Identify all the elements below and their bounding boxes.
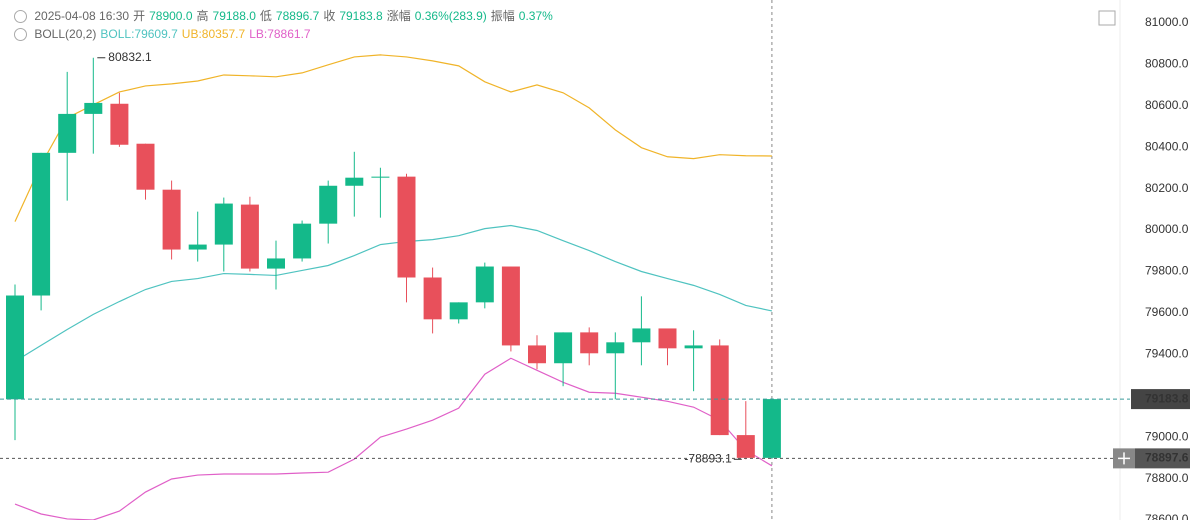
price-tag-label: 79183.8 — [1145, 391, 1189, 405]
candle-body — [684, 345, 703, 349]
y-tick-label: 79600.0 — [1145, 305, 1189, 319]
candle-body — [762, 399, 781, 458]
candle-body — [110, 103, 129, 145]
indicator-row: BOLL(20,2) BOLL:79609.7 UB:80357.7 LB:78861… — [14, 25, 561, 43]
ohlc-label: 高 — [196, 9, 209, 23]
ohlc-label: 收 — [323, 9, 336, 23]
candle-body — [267, 258, 285, 269]
boll-line — [14, 357, 773, 520]
y-tick-label: 79000.0 — [1145, 429, 1189, 443]
ohlc-label: 涨幅 — [386, 9, 411, 23]
price-tag — [1131, 389, 1190, 410]
boll-line — [14, 224, 773, 362]
candle-body — [214, 203, 233, 245]
ohlc-label: 低 — [259, 9, 272, 23]
candle-body — [84, 102, 103, 114]
crosshair-label: 78897.6 — [1145, 451, 1189, 465]
ohlc-value: 78900.0 — [149, 9, 193, 23]
candle-body — [345, 177, 364, 186]
legend-entry: BOLL:79609.7 — [100, 27, 178, 41]
y-tick-label: 80400.0 — [1145, 139, 1189, 153]
candle-body — [475, 266, 494, 303]
ohlc-label: 开 — [133, 9, 146, 23]
candle-body — [32, 152, 51, 296]
candle-body — [136, 143, 155, 190]
candle-body — [58, 113, 77, 153]
ohlc-value: 79183.8 — [339, 9, 383, 23]
candle-body — [188, 244, 207, 250]
candle-body — [580, 332, 599, 354]
candle-body — [528, 345, 546, 364]
y-tick-label: 80600.0 — [1145, 98, 1189, 112]
y-tick-label: 81000.0 — [1145, 15, 1189, 29]
candle-body — [710, 345, 729, 436]
ohlc: 开 78900.0 高 79188.0 低 78896.7 收 79183.8 涨幅 0.36%(… — [133, 9, 557, 23]
candle-body — [632, 328, 651, 343]
y-tick-label: 78800.0 — [1145, 471, 1189, 485]
candle-body — [736, 435, 755, 458]
y-tick-label: 79400.0 — [1145, 347, 1189, 361]
high-label: 80832.1 — [108, 50, 152, 64]
candle-body — [371, 176, 390, 178]
ohlc-value: 0.37% — [518, 9, 553, 23]
candle-body — [501, 266, 520, 346]
ohlc-value: 79188.0 — [212, 9, 256, 23]
collapse-icon[interactable] — [14, 28, 27, 42]
boll-line — [14, 54, 772, 222]
ohlc-value: 78896.7 — [275, 9, 320, 23]
ohlc-row: 2025-04-08 16:30 开 78900.0 高 79188.0 低 78896.7… — [14, 7, 561, 25]
candle-body — [423, 277, 442, 320]
y-tick-label: 80800.0 — [1145, 57, 1189, 71]
indicator: BOLL(20,2) — [34, 27, 97, 41]
y-tick-label: 80200.0 — [1145, 181, 1189, 195]
legend-entry: LB:78861.7 — [249, 27, 311, 41]
legend-entry: UB:80357.7 — [181, 27, 246, 41]
y-tick-label: 80000.0 — [1145, 222, 1189, 236]
candle-body — [6, 295, 24, 400]
y-tick-label: 78600.0 — [1145, 512, 1189, 520]
ohlc-value: 0.36%(283.9) — [414, 9, 487, 23]
candle-body — [449, 302, 468, 320]
candle-body — [658, 328, 677, 349]
candle-body — [554, 332, 573, 364]
ohlc-label: 振幅 — [490, 9, 515, 23]
candle-body — [397, 176, 416, 278]
crosshair-tag — [1135, 448, 1190, 469]
candle-body — [162, 189, 181, 250]
candle-body — [240, 204, 259, 269]
header: 2025-04-08 16:30 开 78900.0 高 79188.0 低 78896.7… — [14, 7, 561, 43]
candle-body — [606, 342, 625, 354]
collapse-icon[interactable] — [14, 10, 27, 24]
y-tick-label: 79800.0 — [1145, 264, 1189, 278]
fullscreen-icon[interactable] — [1098, 10, 1116, 26]
candle-body — [319, 185, 338, 224]
candle-body — [293, 223, 312, 259]
time: 2025-04-08 16:30 — [34, 9, 130, 23]
crosshair-plus — [1118, 452, 1130, 465]
